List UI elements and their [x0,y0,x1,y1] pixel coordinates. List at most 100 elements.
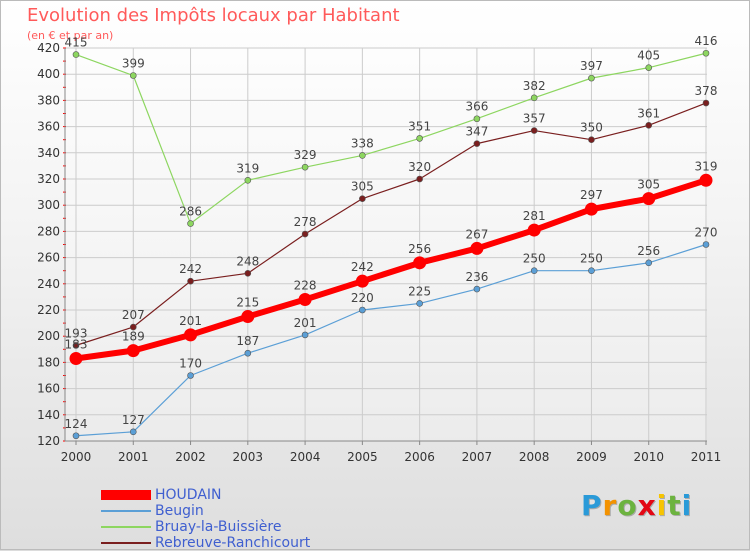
data-label-rebreuve-ranchicourt: 248 [236,254,259,268]
data-point-houdain [527,223,541,237]
data-label-bruay-la-buissiere: 415 [65,36,88,50]
data-point-rebreuve-ranchicourt [187,277,194,285]
legend: HOUDAIN Beugin Bruay-la-Buissière Rebreuve-… [101,487,310,551]
data-point-rebreuve-ranchicourt [588,136,595,143]
data-label-rebreuve-ranchicourt: 207 [122,308,145,322]
x-tick-label: 2008 [519,450,550,464]
data-label-rebreuve-ranchicourt: 357 [523,112,546,126]
logo-letter: x [637,489,657,522]
legend-item-rebreuve-ranchicourt: Rebreuve-Ranchicourt [101,535,310,551]
y-tick-label: 240 [37,277,60,291]
x-tick-label: 2009 [576,450,607,464]
data-point-bruay-la-buissiere [187,220,194,227]
y-tick-label: 220 [37,303,60,317]
y-tick-label: 300 [37,198,60,212]
data-point-beugin [588,267,595,275]
legend-swatch [101,510,151,512]
legend-swatch [101,526,151,528]
data-label-beugin: 270 [695,226,718,240]
data-label-houdain: 189 [122,330,145,344]
data-point-beugin [645,259,653,267]
data-point-bruay-la-buissiere [588,74,595,82]
data-label-beugin: 124 [65,417,88,431]
data-label-houdain: 297 [580,188,603,202]
data-label-bruay-la-buissiere: 366 [465,100,488,114]
data-point-bruay-la-buissiere [645,64,653,71]
data-point-beugin [129,428,137,436]
logo-letter: r [602,489,618,522]
y-tick-label: 260 [37,251,60,265]
x-tick-label: 2000 [61,450,92,464]
logo-letter: t [667,489,682,522]
y-tick-label: 360 [37,120,60,134]
data-label-houdain: 183 [65,337,88,351]
data-point-bruay-la-buissiere [702,49,710,57]
data-point-rebreuve-ranchicourt [530,127,538,134]
data-label-rebreuve-ranchicourt: 347 [465,125,488,139]
data-point-rebreuve-ranchicourt [359,195,366,202]
data-label-houdain: 242 [351,260,374,274]
data-label-beugin: 250 [523,252,546,266]
data-point-beugin [72,432,80,440]
data-label-beugin: 201 [294,316,317,330]
y-tick-label: 380 [37,93,60,107]
data-point-rebreuve-ranchicourt [473,140,481,147]
data-label-beugin: 256 [637,244,660,258]
legend-label: HOUDAIN [155,487,222,503]
data-point-beugin [473,285,481,293]
data-label-bruay-la-buissiere: 286 [179,205,202,219]
data-point-rebreuve-ranchicourt [244,270,252,277]
data-point-houdain [355,274,369,288]
x-tick-label: 2005 [347,450,378,464]
data-point-rebreuve-ranchicourt [72,342,80,349]
data-label-bruay-la-buissiere: 338 [351,136,374,150]
series-line-houdain [75,177,707,362]
x-tick-label: 2006 [404,450,435,464]
x-tick-label: 2010 [633,450,664,464]
data-label-beugin: 187 [236,334,259,348]
legend-item-bruay-la-buissiere: Bruay-la-Buissière [101,519,310,535]
data-point-bruay-la-buissiere [72,51,80,58]
y-tick-label: 320 [37,172,60,186]
data-point-beugin [530,267,538,275]
series-line-bruay-la-buissiere [75,52,707,225]
plot-area [65,48,707,441]
data-point-houdain [470,241,484,255]
data-point-beugin [702,241,710,248]
data-point-bruay-la-buissiere [129,72,137,79]
series-line-beugin [75,243,707,437]
logo-letter: o [617,489,638,522]
data-label-beugin: 250 [580,252,603,266]
data-label-rebreuve-ranchicourt: 350 [580,121,603,135]
chart-subtitle: (en € et par an) [27,29,114,42]
legend-label: Rebreuve-Ranchicourt [155,535,311,551]
data-point-bruay-la-buissiere [244,177,252,184]
y-tick-label: 400 [37,67,60,81]
data-label-houdain: 201 [179,314,202,328]
legend-label: Bruay-la-Buissière [155,519,282,535]
data-label-houdain: 305 [637,178,660,192]
data-point-houdain [642,192,656,206]
data-point-beugin [301,331,309,339]
legend-item-beugin: Beugin [101,503,310,519]
legend-swatch [101,542,151,544]
data-label-houdain: 281 [523,209,546,223]
y-tick-label: 200 [37,329,60,343]
proxiti-logo: Proxiti [581,489,692,522]
data-label-rebreuve-ranchicourt: 320 [408,160,431,174]
x-tick-label: 2004 [290,450,321,464]
series-line-rebreuve-ranchicourt [75,102,707,346]
logo-letter: i [656,489,668,522]
data-label-houdain: 267 [465,227,488,241]
legend-label: Beugin [155,503,204,519]
logo-letter: P [581,489,603,522]
data-point-houdain [126,344,140,358]
logo-letter: i [681,489,693,522]
data-label-bruay-la-buissiere: 319 [236,161,259,175]
chart-title: Evolution des Impôts locaux par Habitant [27,5,400,26]
data-point-beugin [187,372,194,379]
data-point-beugin [416,300,423,307]
data-point-bruay-la-buissiere [301,163,309,171]
data-point-houdain [298,293,312,307]
